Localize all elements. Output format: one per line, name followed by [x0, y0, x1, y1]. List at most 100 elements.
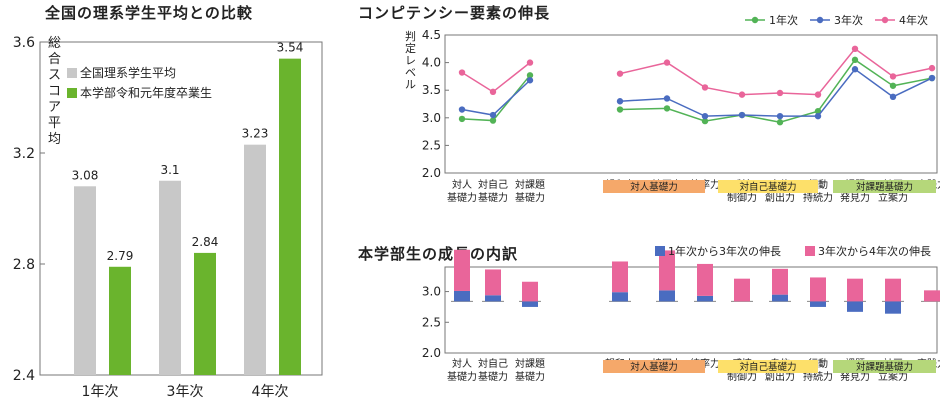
- data-point: [526, 59, 534, 66]
- bar-growth-3-4: [847, 278, 863, 302]
- legend-label: 4年次: [899, 13, 928, 27]
- x-tick-label: 基礎力: [515, 370, 545, 383]
- data-point: [489, 111, 497, 119]
- bar-growth-1-3: [612, 292, 628, 302]
- data-point: [851, 66, 859, 73]
- x-tick-label: 基礎力: [447, 191, 477, 204]
- group-label-box: [833, 360, 936, 373]
- bar-growth-1-3: [697, 295, 713, 302]
- y-tick-label: 4.5: [422, 28, 441, 42]
- chart1-title: 全国の理系学生平均との比較: [45, 4, 253, 22]
- bar-growth-1-3: [454, 290, 470, 302]
- y-axis-label-char: 平: [48, 116, 61, 131]
- data-point: [776, 119, 784, 126]
- series-line: [461, 74, 531, 122]
- y-tick-label: 4.0: [422, 56, 441, 70]
- y-axis-label-char: 判: [405, 30, 416, 43]
- data-point: [738, 91, 746, 98]
- bar-faculty: [279, 58, 301, 376]
- data-point: [489, 88, 497, 96]
- group-label: 対自己基礎力: [739, 361, 796, 373]
- bar-growth-3-4: [924, 290, 940, 302]
- plot-frame: [444, 266, 938, 354]
- legend-marker: [816, 16, 824, 24]
- data-point: [776, 112, 784, 120]
- group-label-box: [718, 360, 818, 373]
- data-point: [458, 115, 466, 123]
- data-label: 3.08: [72, 168, 99, 182]
- bar-national: [244, 144, 266, 375]
- group-label: 対課題基礎力: [856, 361, 913, 373]
- data-point: [616, 98, 624, 105]
- data-point: [701, 84, 709, 91]
- y-axis-label-char: 総: [48, 36, 61, 51]
- data-point: [489, 117, 497, 124]
- bar-growth-1-3: [485, 295, 501, 302]
- legend-label: 1年次から3年次の伸長: [668, 244, 781, 258]
- group-label-box: [603, 360, 705, 373]
- y-tick-label: 3.6: [13, 35, 35, 51]
- x-tick-label: 基礎力: [478, 370, 508, 383]
- data-label: 3.54: [277, 41, 304, 55]
- x-tick-label: 発見力: [840, 191, 870, 204]
- y-axis-label-char: 均: [48, 132, 61, 147]
- x-tick-label: 制御力: [727, 370, 757, 383]
- data-point: [701, 117, 709, 125]
- data-label: 3.23: [242, 127, 269, 141]
- legend-label: 本学部令和元年度卒業生: [80, 85, 212, 100]
- x-tick-label: 持続力: [803, 191, 833, 204]
- data-point: [526, 77, 534, 84]
- x-tick-label: 発見力: [840, 370, 870, 383]
- data-point: [776, 89, 784, 97]
- data-point: [663, 105, 671, 112]
- legend-label: 3年次から4年次の伸長: [818, 244, 931, 258]
- data-point: [928, 74, 936, 82]
- series-line: [461, 79, 531, 116]
- bar-growth-3-4: [454, 249, 470, 291]
- x-tick-label: 対課題: [515, 357, 545, 370]
- y-axis-label-char: ア: [48, 100, 61, 115]
- x-tick-label: 持続力: [803, 370, 833, 383]
- data-point: [526, 72, 534, 79]
- legend-label: 全国理系学生平均: [80, 65, 176, 80]
- data-point: [889, 93, 897, 101]
- data-point: [458, 106, 466, 113]
- bar-growth-3-4: [810, 277, 826, 302]
- y-tick-label: 3.5: [422, 83, 441, 97]
- data-point: [738, 111, 746, 119]
- chart3-title: 本学部生の成長の内訳: [358, 245, 519, 263]
- legend-swatch: [655, 246, 665, 256]
- legend-marker: [881, 16, 889, 24]
- x-tick-label: 対人: [452, 357, 472, 370]
- bar-faculty: [109, 266, 131, 375]
- y-tick-label: 2.0: [422, 166, 441, 180]
- data-point: [814, 107, 822, 115]
- bar-faculty: [194, 252, 216, 375]
- data-point: [458, 69, 466, 76]
- bar-growth-3-4: [697, 263, 713, 296]
- data-point: [663, 95, 671, 102]
- x-tick-label: 1年次: [82, 384, 119, 400]
- x-tick-label: 対課題: [515, 178, 545, 191]
- group-label-box: [833, 180, 936, 193]
- x-tick-label: 創出力: [765, 370, 795, 383]
- y-axis-label-char: コ: [48, 84, 61, 99]
- data-point: [616, 70, 624, 77]
- x-tick-label: 立案力: [878, 191, 908, 204]
- bar-growth-3-4: [612, 261, 628, 293]
- bar-growth-1-3: [659, 290, 675, 302]
- data-point: [851, 45, 859, 52]
- data-point: [814, 112, 822, 120]
- bar-growth-3-4: [885, 278, 901, 302]
- legend-swatch: [805, 246, 815, 256]
- y-axis-label-char: ベ: [405, 66, 416, 79]
- y-axis-label-char: 定: [405, 41, 416, 55]
- legend-swatch: [67, 68, 77, 78]
- group-label: 対自己基礎力: [739, 181, 796, 193]
- chart2-title: コンピテンシー要素の伸長: [358, 4, 551, 22]
- bar-growth-3-4: [659, 250, 675, 291]
- x-tick-label: 制御力: [727, 191, 757, 204]
- x-tick-label: 対自己: [478, 178, 508, 191]
- x-tick-label: 基礎力: [478, 191, 508, 204]
